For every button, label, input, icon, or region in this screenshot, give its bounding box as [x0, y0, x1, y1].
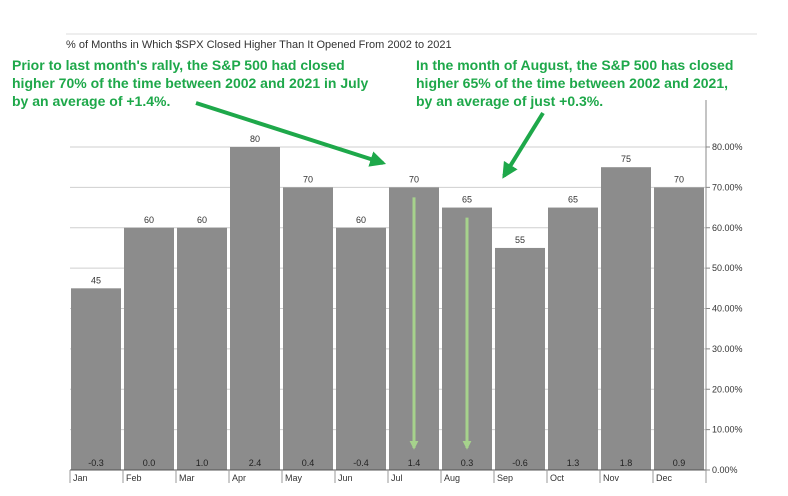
y-tick-label: 30.00%	[712, 344, 743, 354]
annotation-text: In the month of August, the S&P 500 has …	[416, 57, 733, 73]
bar-mar	[177, 227, 227, 470]
annotation-text: by an average of +1.4%.	[12, 93, 170, 109]
bar-labels: 45 -0.3 60 0.0 60 1.0 80 2.4 70 0.4 60 -0.4 70 1.4 65 0…	[88, 134, 685, 468]
x-tick-label: Jun	[338, 473, 353, 483]
annotation-text: Prior to last month's rally, the S&P 500…	[12, 57, 345, 73]
bar-dec	[654, 187, 704, 470]
x-tick-label: Dec	[656, 473, 673, 483]
x-tick-label: Jan	[73, 473, 88, 483]
bar-value-label: 60	[144, 215, 154, 225]
x-tick-label: May	[285, 473, 303, 483]
annotation-text: by an average of just +0.3%.	[416, 93, 603, 109]
y-tick-label: 20.00%	[712, 384, 743, 394]
annotations: Prior to last month's rally, the S&P 500…	[12, 57, 733, 450]
y-axis: 0.00% 10.00% 20.00% 30.00% 40.00% 50.00% 60.00…	[705, 100, 743, 475]
y-tick-label: 50.00%	[712, 263, 743, 273]
bar-apr	[230, 147, 280, 470]
bar-nov	[601, 167, 651, 470]
x-tick-label: Nov	[603, 473, 620, 483]
x-tick-label: Apr	[232, 473, 246, 483]
bar-oct	[548, 207, 598, 470]
avg-return-label: 1.4	[408, 458, 421, 468]
avg-return-label: 1.8	[620, 458, 633, 468]
chart-title: % of Months in Which $SPX Closed Higher …	[66, 39, 452, 51]
avg-return-label: 0.3	[461, 458, 474, 468]
bars	[71, 147, 704, 470]
bar-value-label: 45	[91, 275, 101, 285]
annotation-text: higher 70% of the time between 2002 and …	[12, 75, 369, 91]
annotation-arrow	[502, 111, 545, 179]
y-tick-label: 60.00%	[712, 223, 743, 233]
x-tick-label: Aug	[444, 473, 460, 483]
x-tick-label: Feb	[126, 473, 142, 483]
bar-value-label: 75	[621, 154, 631, 164]
bar-sep	[495, 247, 545, 470]
bar-jun	[336, 227, 386, 470]
avg-return-label: 2.4	[249, 458, 262, 468]
y-tick-label: 40.00%	[712, 304, 743, 314]
x-tick-label: Jul	[391, 473, 403, 483]
bar-value-label: 70	[409, 174, 419, 184]
x-tick-label: Sep	[497, 473, 513, 483]
bar-jan	[71, 288, 121, 470]
bar-may	[283, 187, 333, 470]
annotation-arrow	[195, 101, 387, 167]
bar-value-label: 70	[674, 174, 684, 184]
avg-return-label: 0.4	[302, 458, 315, 468]
bar-value-label: 60	[356, 215, 366, 225]
y-tick-label: 0.00%	[712, 465, 738, 475]
x-tick-label: Oct	[550, 473, 565, 483]
avg-return-label: 0.9	[673, 458, 686, 468]
y-tick-label: 10.00%	[712, 425, 743, 435]
avg-return-label: -0.6	[512, 458, 528, 468]
bar-value-label: 60	[197, 215, 207, 225]
avg-return-label: 0.0	[143, 458, 156, 468]
bar-value-label: 55	[515, 235, 525, 245]
bar-value-label: 80	[250, 134, 260, 144]
bar-value-label: 65	[462, 195, 472, 205]
avg-return-label: -0.4	[353, 458, 369, 468]
y-tick-label: 70.00%	[712, 182, 743, 192]
bar-feb	[124, 227, 174, 470]
annotation-text: higher 65% of the time between 2002 and …	[416, 75, 728, 91]
avg-return-label: -0.3	[88, 458, 104, 468]
y-tick-label: 80.00%	[712, 142, 743, 152]
avg-return-label: 1.0	[196, 458, 209, 468]
bar-value-label: 70	[303, 174, 313, 184]
bar-value-label: 65	[568, 195, 578, 205]
x-axis: Jan Feb Mar Apr May Jun Jul Aug Sep Oct Nov Dec	[69, 469, 707, 483]
avg-return-label: 1.3	[567, 458, 580, 468]
x-tick-label: Mar	[179, 473, 195, 483]
